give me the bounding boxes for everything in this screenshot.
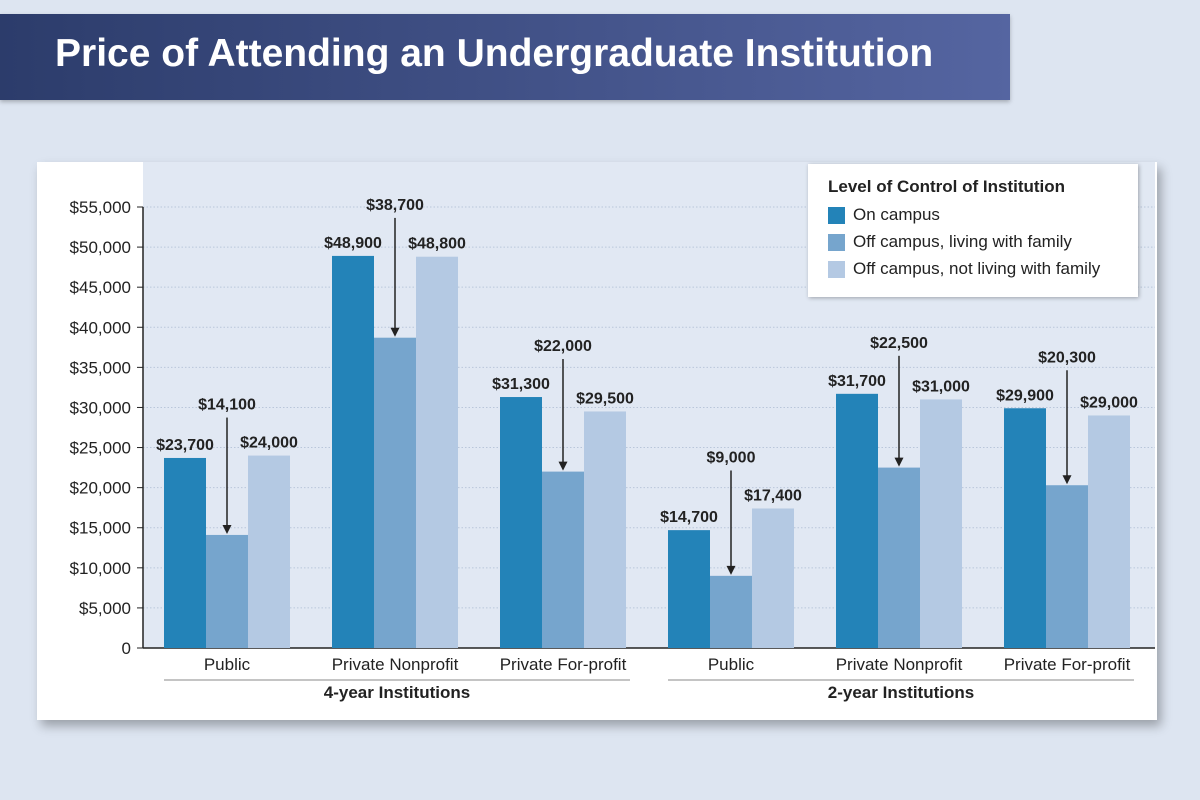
title-banner: Price of Attending an Undergraduate Inst… bbox=[0, 14, 1010, 100]
bar bbox=[374, 337, 416, 648]
y-tick-label: $25,000 bbox=[70, 439, 131, 458]
data-label: $29,500 bbox=[576, 390, 634, 407]
data-label: $31,000 bbox=[912, 378, 970, 395]
data-label: $14,100 bbox=[198, 397, 256, 414]
group-label: 2-year Institutions bbox=[828, 683, 974, 702]
bar bbox=[206, 534, 248, 648]
data-label: $24,000 bbox=[240, 435, 298, 452]
bar bbox=[332, 255, 374, 649]
bar bbox=[752, 508, 794, 648]
y-tick-label: $5,000 bbox=[79, 599, 131, 618]
bar bbox=[164, 457, 206, 648]
legend-item: On campus bbox=[828, 205, 940, 225]
data-label: $29,900 bbox=[996, 387, 1054, 404]
legend-item: Off campus, not living with family bbox=[828, 259, 1100, 279]
y-tick-label: $20,000 bbox=[70, 479, 131, 498]
category-label: Private For-profit bbox=[1004, 655, 1131, 674]
data-label: $29,000 bbox=[1080, 394, 1138, 411]
y-tick-label: 0 bbox=[122, 639, 131, 658]
bar bbox=[920, 399, 962, 648]
data-label: $48,800 bbox=[408, 236, 466, 253]
data-label: $20,300 bbox=[1038, 349, 1096, 366]
bar bbox=[710, 575, 752, 648]
bar bbox=[500, 397, 542, 648]
arrow-head bbox=[390, 327, 400, 337]
y-tick-label: $40,000 bbox=[70, 318, 131, 337]
category-label: Private Nonprofit bbox=[836, 655, 963, 674]
bar bbox=[836, 393, 878, 648]
bar bbox=[542, 471, 584, 648]
data-label: $9,000 bbox=[707, 449, 756, 466]
data-label: $22,500 bbox=[870, 335, 928, 352]
y-tick-label: $10,000 bbox=[70, 559, 131, 578]
bar bbox=[1004, 408, 1046, 648]
legend-label: Off campus, living with family bbox=[853, 232, 1072, 251]
data-label: $23,700 bbox=[156, 437, 214, 454]
category-label: Private Nonprofit bbox=[332, 655, 459, 674]
y-tick-label: $15,000 bbox=[70, 519, 131, 538]
data-label: $31,700 bbox=[828, 373, 886, 390]
data-label: $22,000 bbox=[534, 338, 592, 355]
arrow-head bbox=[558, 461, 568, 471]
data-label: $48,900 bbox=[324, 235, 382, 252]
legend-label: Off campus, not living with family bbox=[853, 259, 1101, 278]
arrow-head bbox=[222, 524, 232, 534]
arrow-head bbox=[726, 565, 736, 575]
bar bbox=[1088, 415, 1130, 648]
arrow-head bbox=[1062, 475, 1072, 485]
group-label: 4-year Institutions bbox=[324, 683, 470, 702]
y-tick-label: $35,000 bbox=[70, 358, 131, 377]
legend: Level of Control of Institution On campu… bbox=[808, 164, 1138, 297]
legend-swatch bbox=[828, 233, 845, 251]
category-label: Private For-profit bbox=[500, 655, 627, 674]
bar bbox=[584, 411, 626, 648]
y-tick-label: $55,000 bbox=[70, 198, 131, 217]
y-tick-label: $30,000 bbox=[70, 398, 131, 417]
y-tick-label: $45,000 bbox=[70, 278, 131, 297]
chart-title: Price of Attending an Undergraduate Inst… bbox=[55, 32, 934, 75]
y-tick-label: $50,000 bbox=[70, 238, 131, 257]
legend-item: Off campus, living with family bbox=[828, 232, 1072, 252]
legend-swatch bbox=[828, 206, 845, 224]
bar bbox=[416, 256, 458, 648]
bar bbox=[878, 467, 920, 648]
category-label: Public bbox=[204, 655, 251, 674]
bar bbox=[668, 530, 710, 648]
legend-swatch bbox=[828, 260, 845, 278]
legend-label: On campus bbox=[853, 205, 940, 224]
data-label: $14,700 bbox=[660, 509, 718, 526]
data-label: $31,300 bbox=[492, 376, 550, 393]
bar bbox=[1046, 485, 1088, 648]
legend-title: Level of Control of Institution bbox=[828, 177, 1066, 196]
arrow-head bbox=[894, 457, 904, 467]
bar bbox=[248, 455, 290, 648]
data-label: $38,700 bbox=[366, 197, 424, 214]
category-label: Public bbox=[708, 655, 755, 674]
data-label: $17,400 bbox=[744, 487, 802, 504]
